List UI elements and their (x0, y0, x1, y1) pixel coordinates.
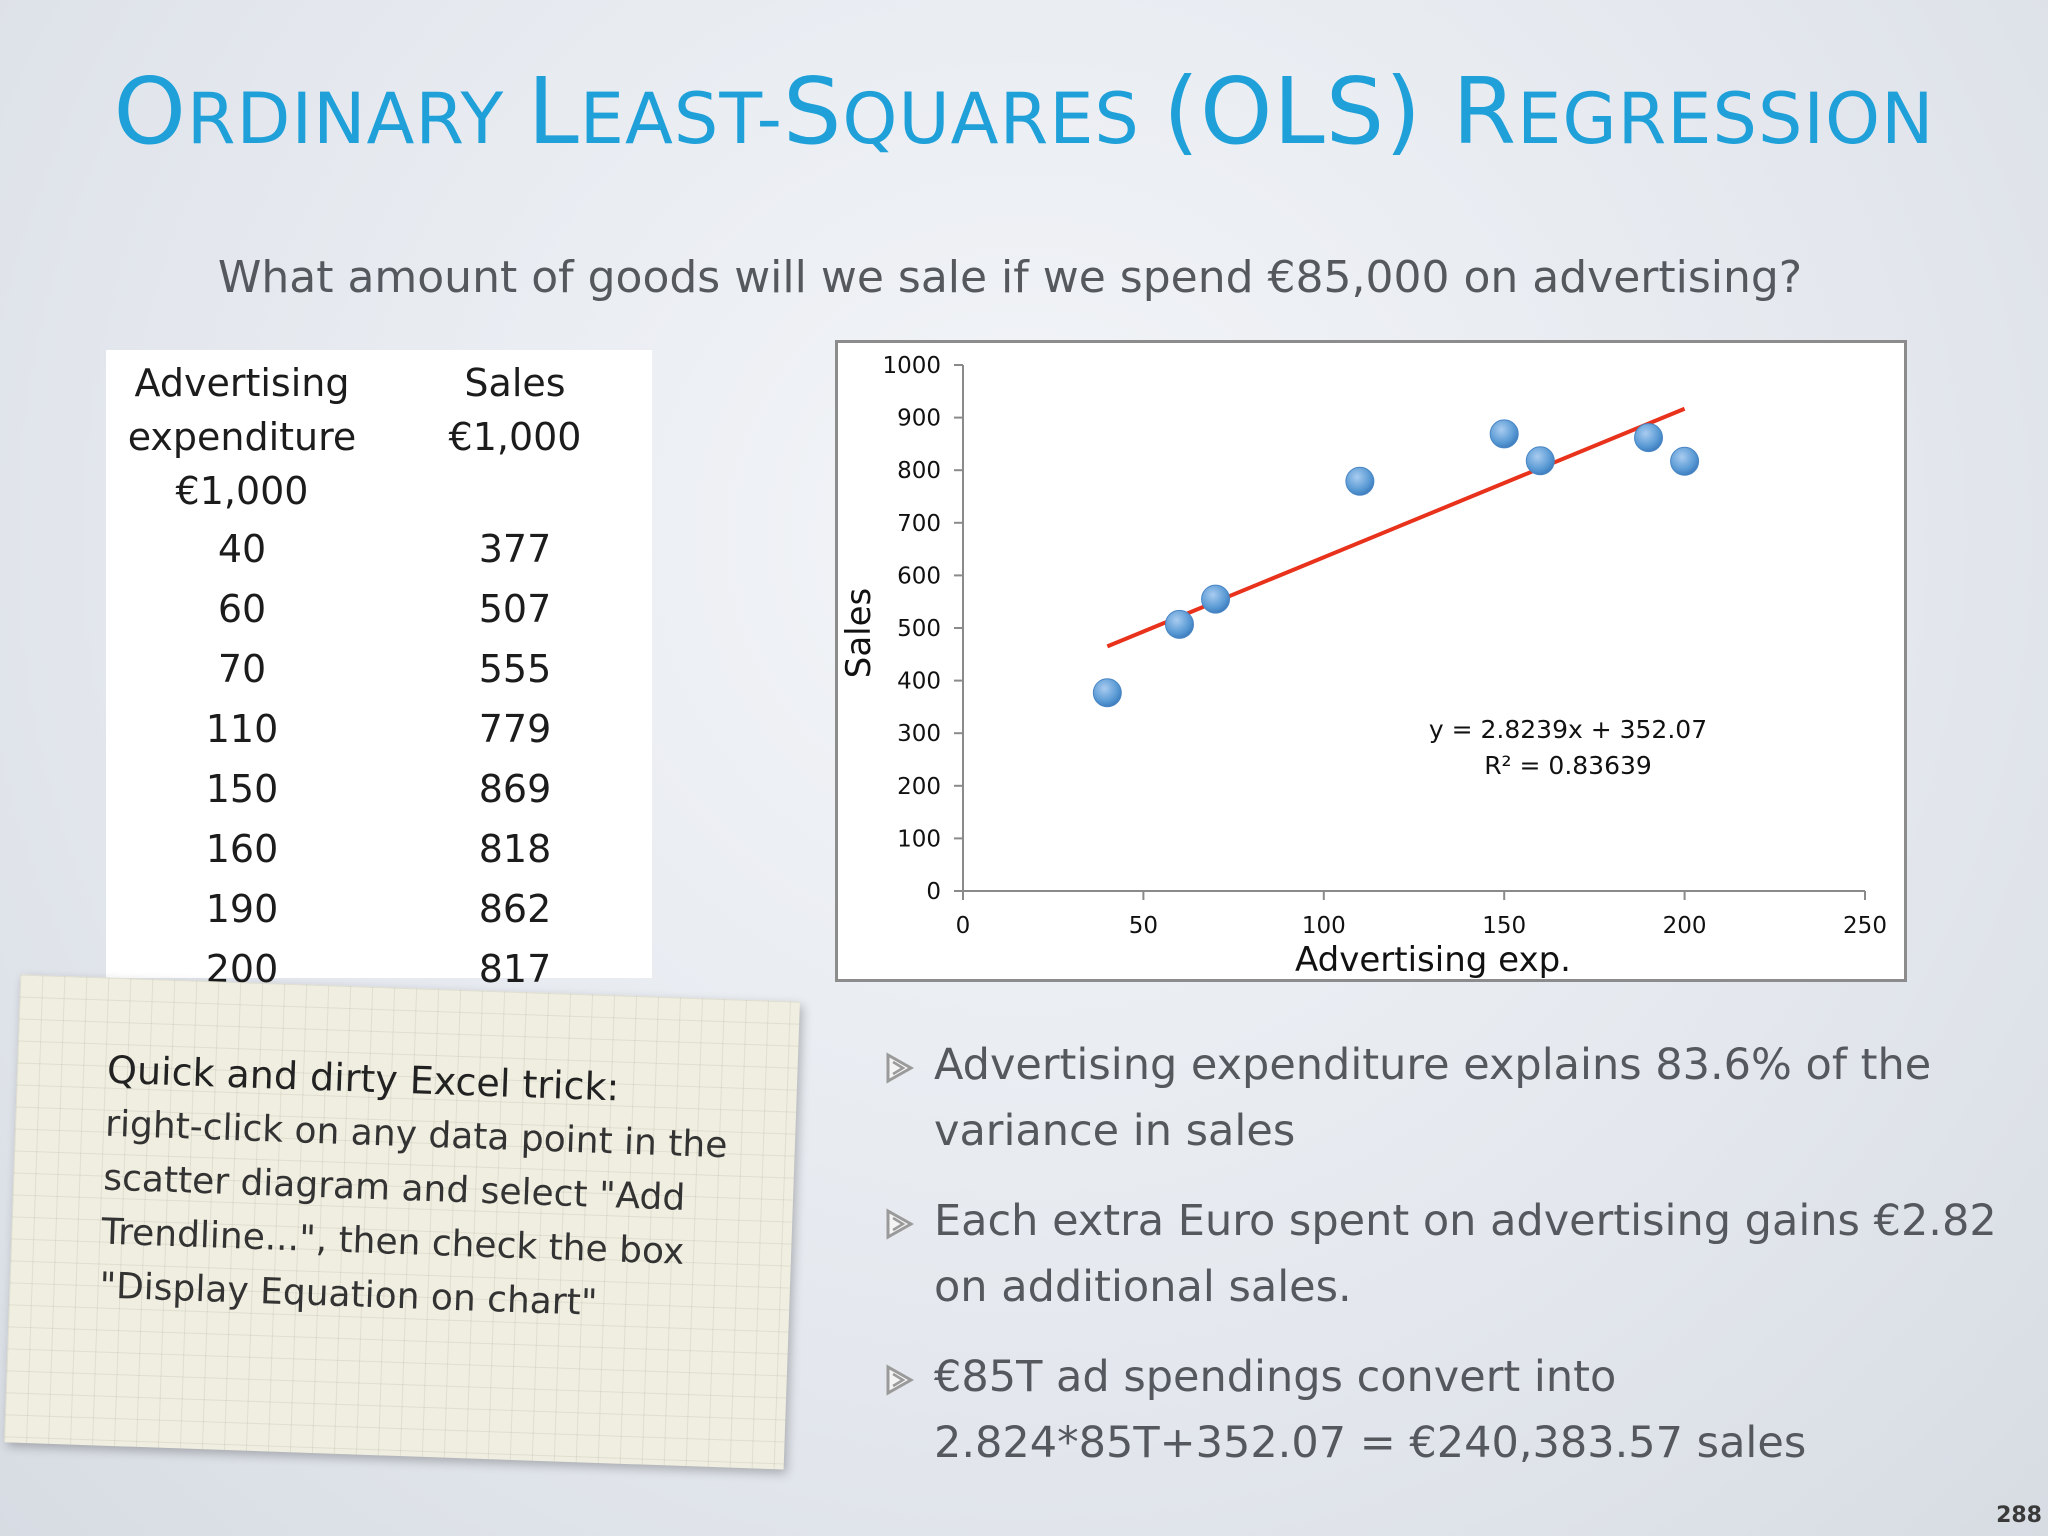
x-axis-label: Advertising exp. (1295, 940, 1571, 979)
x-tick-label: 50 (1129, 913, 1158, 939)
data-table: Advertising expenditure €1,000 Sales €1,… (106, 350, 652, 991)
cell-sales: 555 (478, 647, 552, 691)
bullet-text: €85T ad spendings convert into 2.824*85T… (934, 1352, 1807, 1468)
table-row: 60 507 (106, 579, 652, 639)
bullet-item: Advertising expenditure explains 83.6% o… (884, 1032, 2004, 1164)
table-body: 40 377 60 507 70 555 110 779 150 869 160 818 190 862 2… (106, 519, 652, 999)
scatter-chart-svg: 0 100 200 300 400 500 600 700 800 900 1000 0 50 100 15… (839, 353, 1887, 979)
note-body: right-click on any data point in the sca… (98, 1103, 729, 1324)
data-point (1092, 678, 1122, 708)
trendline (1106, 406, 1686, 649)
title-capital: R (1452, 58, 1518, 165)
cell-advertising: 160 (205, 827, 279, 871)
title-small-caps: EAST- (579, 78, 783, 160)
equation-label: R² = 0.83639 (1484, 751, 1652, 780)
table-row: 40 377 (106, 519, 652, 579)
cell-sales: 818 (478, 827, 552, 871)
data-point (1164, 609, 1194, 639)
question-text: What amount of goods will we sale if we … (217, 252, 1803, 303)
data-point (1201, 584, 1231, 614)
bullet-item: Each extra Euro spent on advertising gai… (884, 1188, 2004, 1320)
cell-advertising: 190 (205, 887, 279, 931)
title-capital: O (113, 58, 187, 165)
y-tick-label: 1000 (882, 353, 941, 379)
cell-sales: 869 (478, 767, 552, 811)
header-sales-line: Sales (464, 361, 566, 405)
y-tick-label: 600 (897, 563, 941, 589)
table-row: 70 555 (106, 639, 652, 699)
cell-advertising: 110 (205, 707, 279, 751)
y-tick-label: 300 (897, 721, 941, 747)
x-tick-label: 250 (1843, 913, 1887, 939)
x-tick-label: 100 (1302, 913, 1346, 939)
cell-sales: 862 (478, 887, 552, 931)
y-axis-label: Sales (839, 588, 879, 679)
bullet-list: Advertising expenditure explains 83.6% o… (884, 1032, 2004, 1500)
x-tick-label: 200 (1663, 913, 1707, 939)
cell-sales: 507 (478, 587, 552, 631)
bullet-text: Each extra Euro spent on advertising gai… (934, 1196, 1997, 1312)
y-tick-label: 400 (897, 669, 941, 695)
cell-sales: 817 (478, 947, 552, 991)
data-point (1525, 446, 1555, 476)
header-advertising-line: expenditure (127, 415, 357, 459)
slide-title: ORDINARY LEAST-SQUARES (OLS) REGRESSION (0, 58, 2048, 165)
bullet-text: Advertising expenditure explains 83.6% o… (934, 1040, 1932, 1156)
table-header-row: Advertising expenditure €1,000 Sales €1,… (106, 350, 652, 519)
x-tick-label: 150 (1482, 913, 1526, 939)
data-point (1489, 419, 1519, 449)
equation-label: y = 2.8239x + 352.07 (1429, 715, 1707, 744)
y-tick-label: 200 (897, 774, 941, 800)
header-advertising-line: Advertising (134, 361, 350, 405)
cell-sales: 779 (478, 707, 552, 751)
table-row: 150 869 (106, 759, 652, 819)
y-tick-label: 800 (897, 458, 941, 484)
cell-advertising: 70 (217, 647, 267, 691)
table-row: 190 862 (106, 879, 652, 939)
title-small-caps: RDINARY (186, 78, 528, 160)
table-row: 160 818 (106, 819, 652, 879)
header-advertising-line: €1,000 (175, 469, 309, 513)
y-tick-label: 100 (897, 826, 941, 852)
y-tick-label: 900 (897, 406, 941, 432)
y-tick-label: 0 (926, 879, 941, 905)
y-tick-label: 500 (897, 616, 941, 642)
cell-advertising: 40 (217, 527, 267, 571)
sticky-note: Quick and dirty Excel trick: right-click… (4, 974, 800, 1470)
title-small-caps: QUARES (842, 78, 1164, 160)
title-capital: (OLS) (1163, 58, 1453, 165)
cell-advertising: 60 (217, 587, 267, 631)
scatter-chart: 0 100 200 300 400 500 600 700 800 900 1000 0 50 100 15… (835, 340, 1907, 982)
title-capital: L (527, 58, 580, 165)
data-point (1634, 423, 1664, 453)
data-point (1670, 446, 1700, 476)
triangle-bullet-icon (886, 1364, 914, 1396)
bullet-item: €85T ad spendings convert into 2.824*85T… (884, 1344, 2004, 1476)
title-small-caps: EGRESSION (1517, 78, 1935, 160)
data-point (1345, 466, 1375, 496)
cell-sales: 377 (478, 527, 552, 571)
triangle-bullet-icon (886, 1208, 914, 1240)
header-sales-line: €1,000 (448, 415, 582, 459)
cell-advertising: 150 (205, 767, 279, 811)
header-advertising: Advertising expenditure €1,000 (106, 350, 378, 519)
y-tick-label: 700 (897, 511, 941, 537)
data-table-grid: Advertising expenditure €1,000 Sales €1,… (106, 350, 652, 999)
page-number: 288 (1996, 1503, 2042, 1528)
title-capital: S (782, 58, 843, 165)
header-sales: Sales €1,000 (378, 350, 652, 519)
table-row: 110 779 (106, 699, 652, 759)
triangle-bullet-icon (886, 1052, 914, 1084)
x-tick-label: 0 (956, 913, 971, 939)
